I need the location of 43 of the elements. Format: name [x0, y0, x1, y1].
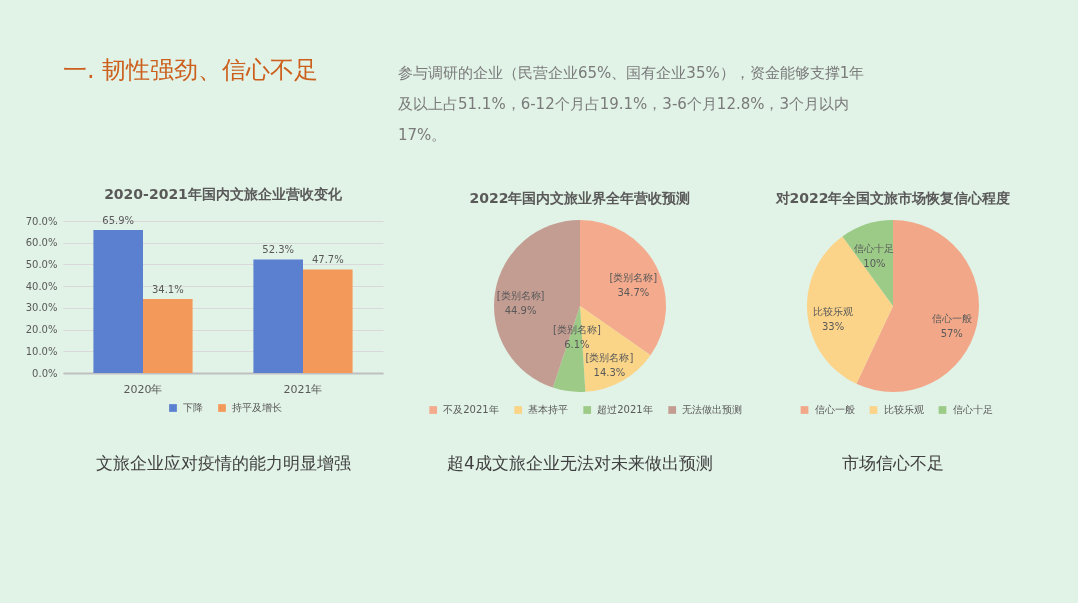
text: 文旅企业应对疫情的能力明显增强: [95, 453, 351, 473]
legend-label: 超过2021年: [597, 404, 653, 415]
y-tick-label: 40.0%: [25, 280, 58, 292]
data-label: 65.9%: [102, 214, 135, 226]
text: 市场信心不足: [842, 453, 944, 473]
legend-label: 无法做出预测: [682, 404, 743, 415]
bar: [143, 298, 193, 373]
chart-title: 2020-2021年国内文旅企业营收变化: [104, 185, 343, 202]
chart-title: 2022年国内文旅业界全年营收预测: [469, 190, 691, 206]
bar: [93, 229, 143, 373]
legend-label: 基本持平: [528, 404, 569, 415]
bar: [253, 259, 303, 373]
data-label: 比较乐观 33%: [813, 305, 854, 332]
data-label: 47.7%: [311, 254, 344, 266]
legend-label: 信心十足: [952, 404, 993, 415]
y-tick-label: 20.0%: [25, 324, 58, 336]
y-tick-label: 60.0%: [25, 237, 58, 249]
legend-label: 不及2021年: [443, 404, 499, 415]
data-label: 34.1%: [151, 283, 184, 295]
data-label: [类别名称] 44.9%: [496, 290, 545, 317]
bar: [303, 269, 353, 373]
data-label: 52.3%: [262, 244, 295, 256]
y-tick-label: 50.0%: [25, 258, 58, 270]
x-tick-label: 2020年: [123, 382, 163, 396]
pie-slice: [856, 220, 979, 392]
legend-label: 下降: [183, 402, 203, 413]
text: 参与调研的企业（民营企业65%、国有企业35%），资金能够支撑1年及以上占51.1%，6-12个月占19.1%，3-6个月12.8%，3个月以内17%。: [398, 64, 865, 144]
data-label: 信心十足 10%: [854, 242, 895, 269]
legend-label: 持平及增长: [232, 402, 282, 413]
x-tick-label: 2021年: [283, 382, 323, 396]
y-tick-label: 0.0%: [32, 367, 58, 379]
y-tick-label: 70.0%: [25, 215, 58, 227]
y-tick-label: 10.0%: [25, 345, 58, 357]
legend-label: 信心一般: [814, 404, 855, 415]
data-label: [类别名称] 34.7%: [609, 272, 658, 299]
text: 一. 韧性强劲、信心不足: [63, 56, 319, 84]
data-label: [类别名称] 14.3%: [585, 352, 634, 379]
y-tick-label: 30.0%: [25, 302, 58, 314]
chart-title: 对2022年全国文旅市场恢复信心程度: [774, 190, 1011, 206]
text: 超4成文旅企业无法对未来做出预测: [447, 453, 713, 473]
data-label: 信心一般 57%: [931, 313, 972, 340]
legend-label: 比较乐观: [883, 404, 924, 415]
pie-slice: [807, 236, 893, 384]
